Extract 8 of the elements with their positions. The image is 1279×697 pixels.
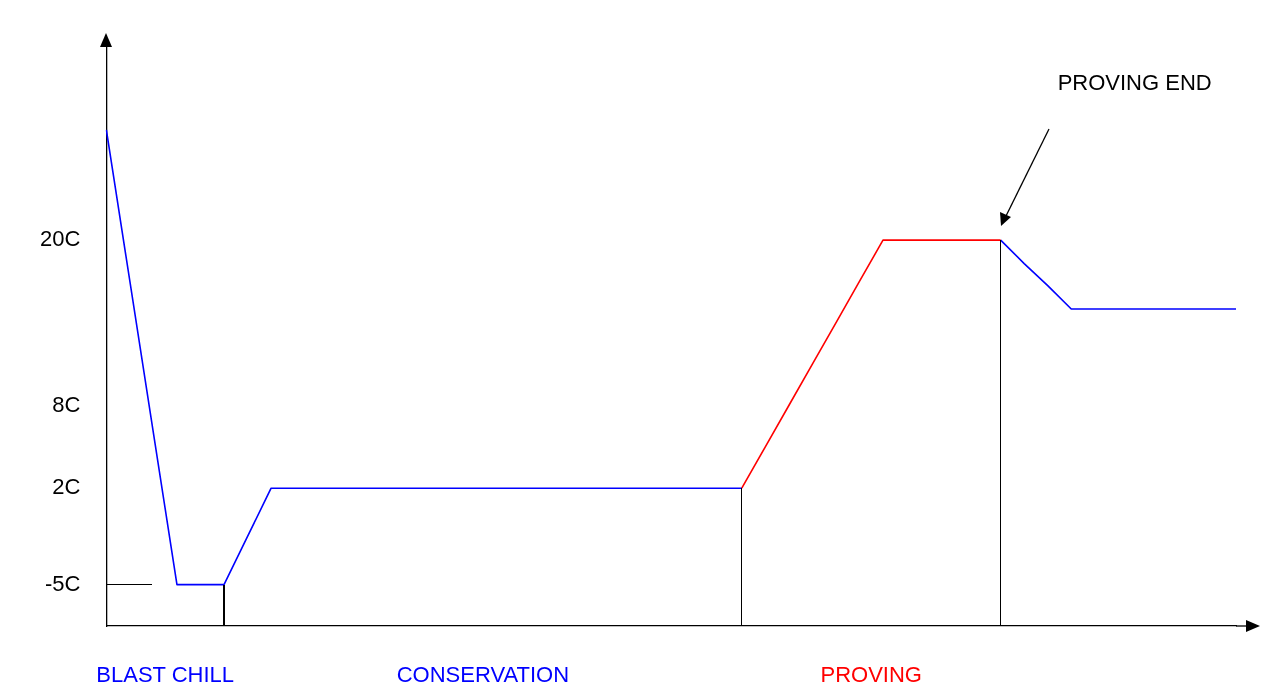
y-tick-label: 8C: [52, 391, 81, 417]
annotation: PROVING END: [1057, 70, 1212, 96]
y-tick-label: 20C: [40, 226, 81, 252]
text: PROVING: [820, 662, 922, 688]
text: BLAST CHILL: [96, 662, 235, 688]
y-tick-label: 2C: [52, 474, 81, 500]
y-tick-label: -5C: [44, 570, 81, 596]
text: CONSERVATION: [396, 662, 570, 688]
